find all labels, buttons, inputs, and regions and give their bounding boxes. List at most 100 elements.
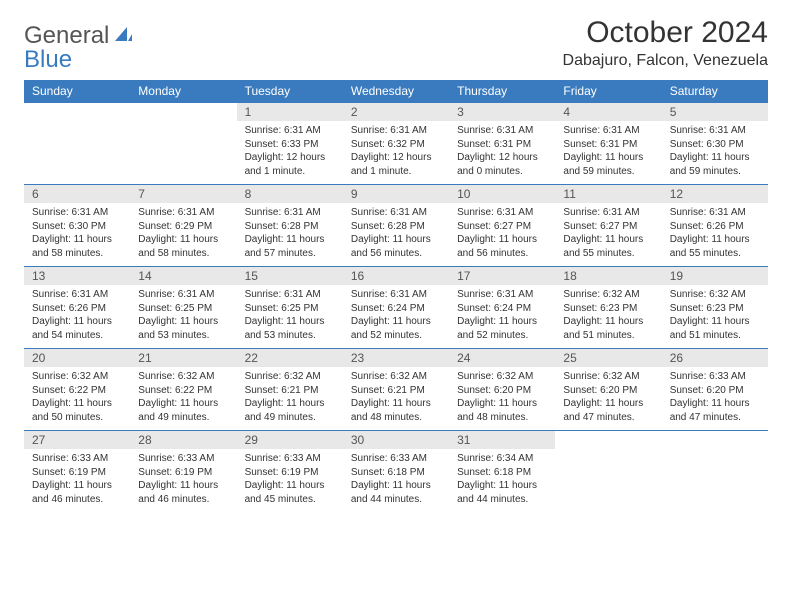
daylight-text: Daylight: 12 hours and 0 minutes.: [457, 151, 547, 178]
day-header: Saturday: [662, 80, 768, 103]
month-title: October 2024: [563, 16, 768, 50]
sunset-text: Sunset: 6:18 PM: [351, 466, 441, 480]
day-content-cell: Sunrise: 6:31 AMSunset: 6:24 PMDaylight:…: [449, 285, 555, 349]
sunset-text: Sunset: 6:22 PM: [32, 384, 122, 398]
day-number-cell: 4: [555, 103, 661, 122]
day-number: 18: [563, 269, 576, 283]
calendar-page: General October 2024 Dabajuro, Falcon, V…: [0, 0, 792, 512]
sunset-text: Sunset: 6:20 PM: [563, 384, 653, 398]
day-number: 3: [457, 105, 464, 119]
day-content-cell: Sunrise: 6:31 AMSunset: 6:26 PMDaylight:…: [662, 203, 768, 267]
sunset-text: Sunset: 6:27 PM: [457, 220, 547, 234]
day-number: 30: [351, 433, 364, 447]
day-content-cell: Sunrise: 6:31 AMSunset: 6:27 PMDaylight:…: [449, 203, 555, 267]
sunset-text: Sunset: 6:18 PM: [457, 466, 547, 480]
daylight-text: Daylight: 11 hours and 57 minutes.: [245, 233, 335, 260]
day-number-cell: 20: [24, 349, 130, 368]
day-number: 29: [245, 433, 258, 447]
location-subtitle: Dabajuro, Falcon, Venezuela: [563, 52, 768, 70]
day-number-cell: 8: [237, 185, 343, 204]
daylight-text: Daylight: 11 hours and 58 minutes.: [138, 233, 228, 260]
day-content-cell: Sunrise: 6:31 AMSunset: 6:33 PMDaylight:…: [237, 121, 343, 185]
day-number-cell: 14: [130, 267, 236, 286]
day-number-row: 1 2 3 45: [24, 103, 768, 122]
sunset-text: Sunset: 6:26 PM: [670, 220, 760, 234]
daylight-text: Daylight: 11 hours and 52 minutes.: [457, 315, 547, 342]
daylight-text: Daylight: 11 hours and 44 minutes.: [457, 479, 547, 506]
day-content-cell: Sunrise: 6:31 AMSunset: 6:25 PMDaylight:…: [130, 285, 236, 349]
day-content-cell: Sunrise: 6:31 AMSunset: 6:31 PMDaylight:…: [449, 121, 555, 185]
day-number: 25: [563, 351, 576, 365]
sunrise-text: Sunrise: 6:31 AM: [670, 124, 760, 138]
day-content-cell: Sunrise: 6:31 AMSunset: 6:28 PMDaylight:…: [343, 203, 449, 267]
sunrise-text: Sunrise: 6:31 AM: [138, 288, 228, 302]
sunset-text: Sunset: 6:25 PM: [138, 302, 228, 316]
daylight-text: Daylight: 11 hours and 56 minutes.: [457, 233, 547, 260]
day-content-cell: [24, 121, 130, 185]
day-content-cell: Sunrise: 6:33 AMSunset: 6:18 PMDaylight:…: [343, 449, 449, 512]
daylight-text: Daylight: 11 hours and 47 minutes.: [563, 397, 653, 424]
day-number-cell: 5: [662, 103, 768, 122]
day-number: 8: [245, 187, 252, 201]
day-content-cell: Sunrise: 6:32 AMSunset: 6:22 PMDaylight:…: [130, 367, 236, 431]
day-number-cell: 12: [662, 185, 768, 204]
daylight-text: Daylight: 11 hours and 58 minutes.: [32, 233, 122, 260]
day-number: 31: [457, 433, 470, 447]
sunrise-text: Sunrise: 6:31 AM: [563, 206, 653, 220]
sunset-text: Sunset: 6:21 PM: [245, 384, 335, 398]
sunrise-text: Sunrise: 6:32 AM: [457, 370, 547, 384]
daylight-text: Daylight: 11 hours and 46 minutes.: [138, 479, 228, 506]
day-number: 20: [32, 351, 45, 365]
day-content-cell: [130, 121, 236, 185]
day-number-row: 13141516171819: [24, 267, 768, 286]
day-number-cell: 18: [555, 267, 661, 286]
day-content-cell: Sunrise: 6:31 AMSunset: 6:26 PMDaylight:…: [24, 285, 130, 349]
day-number: 26: [670, 351, 683, 365]
day-content-cell: Sunrise: 6:33 AMSunset: 6:19 PMDaylight:…: [237, 449, 343, 512]
day-content-cell: Sunrise: 6:31 AMSunset: 6:27 PMDaylight:…: [555, 203, 661, 267]
day-content-cell: Sunrise: 6:31 AMSunset: 6:32 PMDaylight:…: [343, 121, 449, 185]
day-number-cell: [555, 431, 661, 450]
sunrise-text: Sunrise: 6:32 AM: [32, 370, 122, 384]
daylight-text: Daylight: 11 hours and 46 minutes.: [32, 479, 122, 506]
day-number-cell: 13: [24, 267, 130, 286]
sunrise-text: Sunrise: 6:31 AM: [245, 206, 335, 220]
day-number-cell: 19: [662, 267, 768, 286]
day-number-cell: 27: [24, 431, 130, 450]
day-header: Wednesday: [343, 80, 449, 103]
day-content-cell: Sunrise: 6:31 AMSunset: 6:29 PMDaylight:…: [130, 203, 236, 267]
day-header: Tuesday: [237, 80, 343, 103]
day-number-cell: 22: [237, 349, 343, 368]
day-content-cell: Sunrise: 6:33 AMSunset: 6:19 PMDaylight:…: [130, 449, 236, 512]
sunrise-text: Sunrise: 6:31 AM: [457, 288, 547, 302]
sunset-text: Sunset: 6:28 PM: [245, 220, 335, 234]
sunset-text: Sunset: 6:25 PM: [245, 302, 335, 316]
day-content-cell: Sunrise: 6:32 AMSunset: 6:23 PMDaylight:…: [662, 285, 768, 349]
sunrise-text: Sunrise: 6:31 AM: [245, 124, 335, 138]
daylight-text: Daylight: 11 hours and 54 minutes.: [32, 315, 122, 342]
daylight-text: Daylight: 11 hours and 55 minutes.: [563, 233, 653, 260]
sunset-text: Sunset: 6:23 PM: [670, 302, 760, 316]
day-content-cell: Sunrise: 6:33 AMSunset: 6:19 PMDaylight:…: [24, 449, 130, 512]
day-number: 10: [457, 187, 470, 201]
day-content-row: Sunrise: 6:33 AMSunset: 6:19 PMDaylight:…: [24, 449, 768, 512]
day-number: 27: [32, 433, 45, 447]
sunrise-text: Sunrise: 6:32 AM: [351, 370, 441, 384]
day-header: Friday: [555, 80, 661, 103]
day-number-cell: 28: [130, 431, 236, 450]
day-number-cell: 21: [130, 349, 236, 368]
sunset-text: Sunset: 6:24 PM: [457, 302, 547, 316]
day-header: Sunday: [24, 80, 130, 103]
brand-logo: General: [24, 16, 135, 50]
daylight-text: Daylight: 11 hours and 56 minutes.: [351, 233, 441, 260]
day-number: 2: [351, 105, 358, 119]
sunrise-text: Sunrise: 6:33 AM: [245, 452, 335, 466]
day-number: 1: [245, 105, 252, 119]
sunrise-text: Sunrise: 6:32 AM: [670, 288, 760, 302]
daylight-text: Daylight: 11 hours and 51 minutes.: [563, 315, 653, 342]
day-number-cell: 11: [555, 185, 661, 204]
day-content-row: Sunrise: 6:31 AMSunset: 6:26 PMDaylight:…: [24, 285, 768, 349]
day-number: 9: [351, 187, 358, 201]
day-number-row: 20212223242526: [24, 349, 768, 368]
sunrise-text: Sunrise: 6:31 AM: [563, 124, 653, 138]
